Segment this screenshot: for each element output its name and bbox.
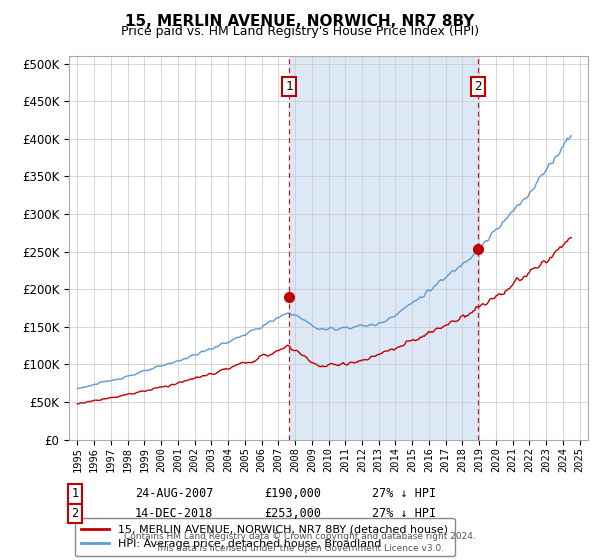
Text: £190,000: £190,000 — [264, 487, 321, 501]
Legend: 15, MERLIN AVENUE, NORWICH, NR7 8BY (detached house), HPI: Average price, detach: 15, MERLIN AVENUE, NORWICH, NR7 8BY (det… — [74, 518, 455, 556]
Text: 27% ↓ HPI: 27% ↓ HPI — [372, 507, 436, 520]
Text: 1: 1 — [71, 487, 79, 501]
Text: 2: 2 — [475, 80, 482, 93]
Text: £253,000: £253,000 — [264, 507, 321, 520]
Text: 14-DEC-2018: 14-DEC-2018 — [135, 507, 214, 520]
Text: 1: 1 — [286, 80, 293, 93]
Text: 2: 2 — [71, 507, 79, 520]
Bar — [289, 56, 478, 440]
Text: 24-AUG-2007: 24-AUG-2007 — [135, 487, 214, 501]
Text: Contains HM Land Registry data © Crown copyright and database right 2024.
This d: Contains HM Land Registry data © Crown c… — [124, 533, 476, 553]
Text: Price paid vs. HM Land Registry's House Price Index (HPI): Price paid vs. HM Land Registry's House … — [121, 25, 479, 38]
Text: 27% ↓ HPI: 27% ↓ HPI — [372, 487, 436, 501]
Text: 15, MERLIN AVENUE, NORWICH, NR7 8BY: 15, MERLIN AVENUE, NORWICH, NR7 8BY — [125, 14, 475, 29]
